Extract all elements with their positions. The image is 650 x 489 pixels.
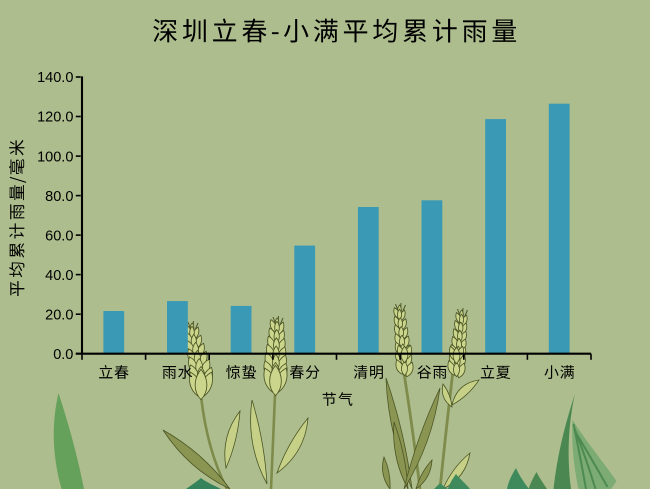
svg-text:0.0: 0.0 xyxy=(53,347,73,363)
svg-text:140.0: 140.0 xyxy=(37,70,73,86)
svg-text:60.0: 60.0 xyxy=(45,228,73,244)
svg-text:40.0: 40.0 xyxy=(45,268,73,284)
svg-text:20.0: 20.0 xyxy=(45,307,73,323)
svg-text:120.0: 120.0 xyxy=(37,110,73,126)
svg-text:80.0: 80.0 xyxy=(45,189,73,205)
svg-text:100.0: 100.0 xyxy=(37,149,73,165)
